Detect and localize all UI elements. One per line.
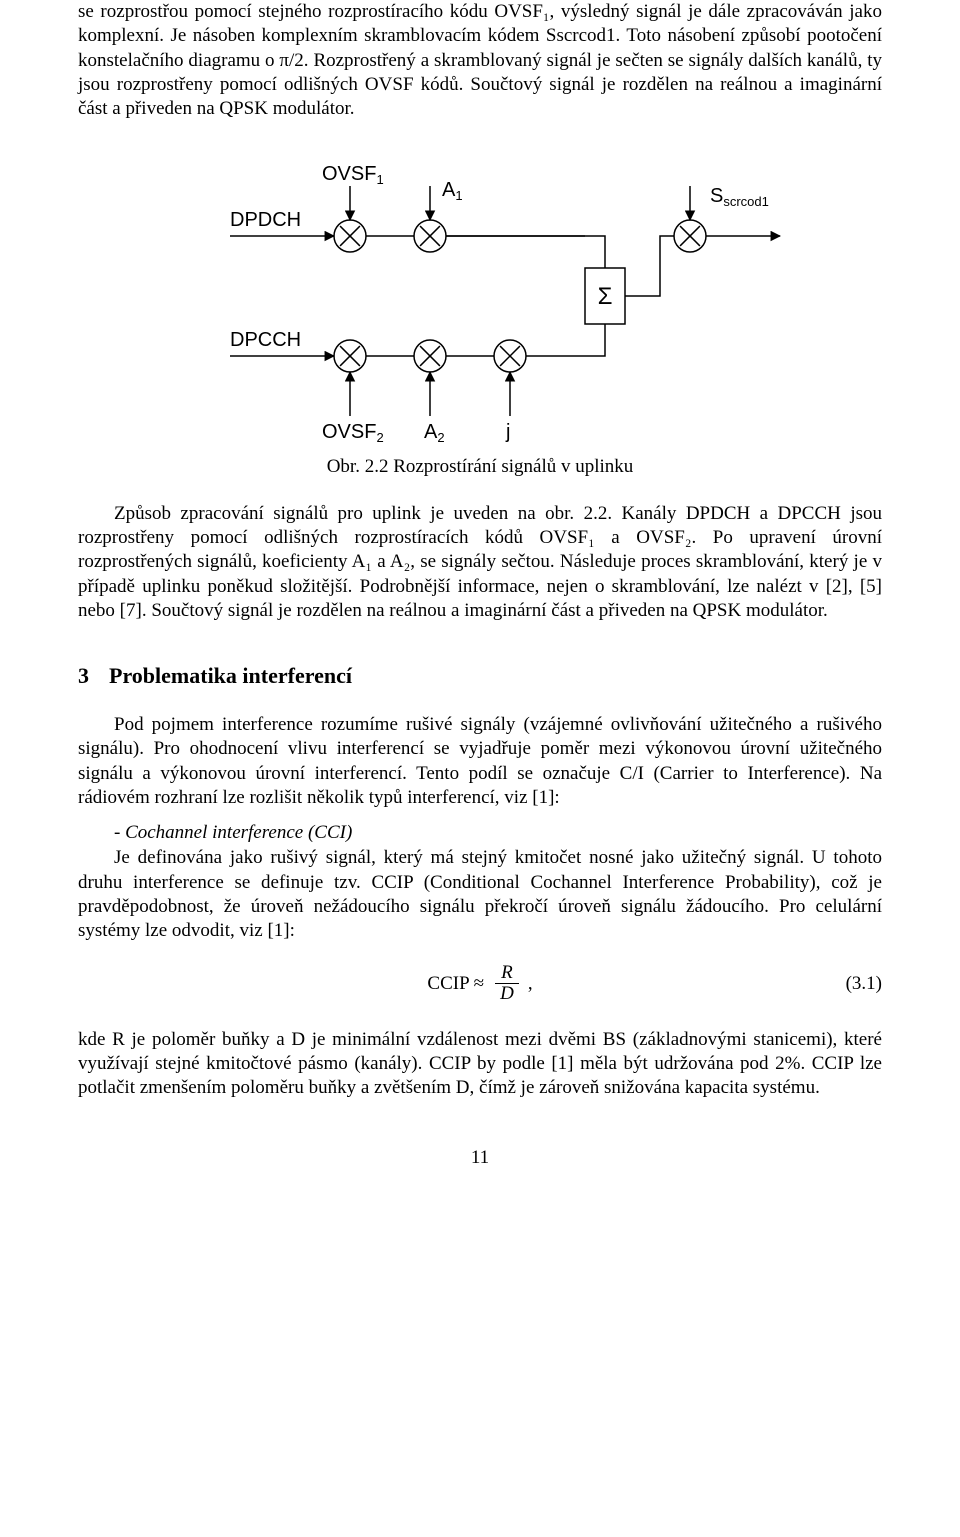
page-number: 11 (78, 1147, 882, 1169)
svg-text:A1: A1 (442, 179, 463, 203)
equation-number: (3.1) (846, 973, 882, 995)
equation-lhs: CCIP ≈ (427, 973, 484, 995)
section-title: Problematika interferencí (109, 663, 352, 688)
section-heading: 3 Problematika interferencí (78, 663, 882, 689)
equation-comma: , (528, 973, 533, 995)
section-number: 3 (78, 663, 89, 688)
paragraph-section-intro: Pod pojmem interference rozumíme rušivé … (78, 713, 882, 810)
svg-text:DPDCH: DPDCH (230, 209, 301, 231)
figure-caption: Obr. 2.2 Rozprostírání signálů v uplinku (78, 456, 882, 478)
svg-text:OVSF2: OVSF2 (322, 421, 384, 445)
svg-text:A2: A2 (424, 421, 445, 445)
equation-numerator: R (495, 963, 519, 984)
list-item-cci-title: - Cochannel interference (CCI) (114, 822, 882, 844)
svg-text:DPCCH: DPCCH (230, 329, 301, 351)
svg-text:Sscrcod1: Sscrcod1 (710, 185, 769, 209)
list-item-cci-body: Je definována jako rušivý signál, který … (78, 846, 882, 943)
paragraph-bottom: kde R je poloměr buňky a D je minimální … (78, 1028, 882, 1101)
svg-text:j: j (505, 421, 510, 443)
svg-text:Σ: Σ (598, 283, 613, 310)
figure-uplink-spreading: Σ DPDCH DPCCH OVSF1 A1 Sscrcod1 OVSF2 A2 j (78, 156, 882, 446)
equation-denominator: D (494, 984, 520, 1004)
equation-ccip: CCIP ≈ R D , (3.1) (78, 954, 882, 1014)
paragraph-top: se rozprostřou pomocí stejného rozprostí… (78, 0, 882, 122)
svg-text:OVSF1: OVSF1 (322, 163, 384, 187)
paragraph-mid: Způsob zpracování signálů pro uplink je … (78, 502, 882, 624)
